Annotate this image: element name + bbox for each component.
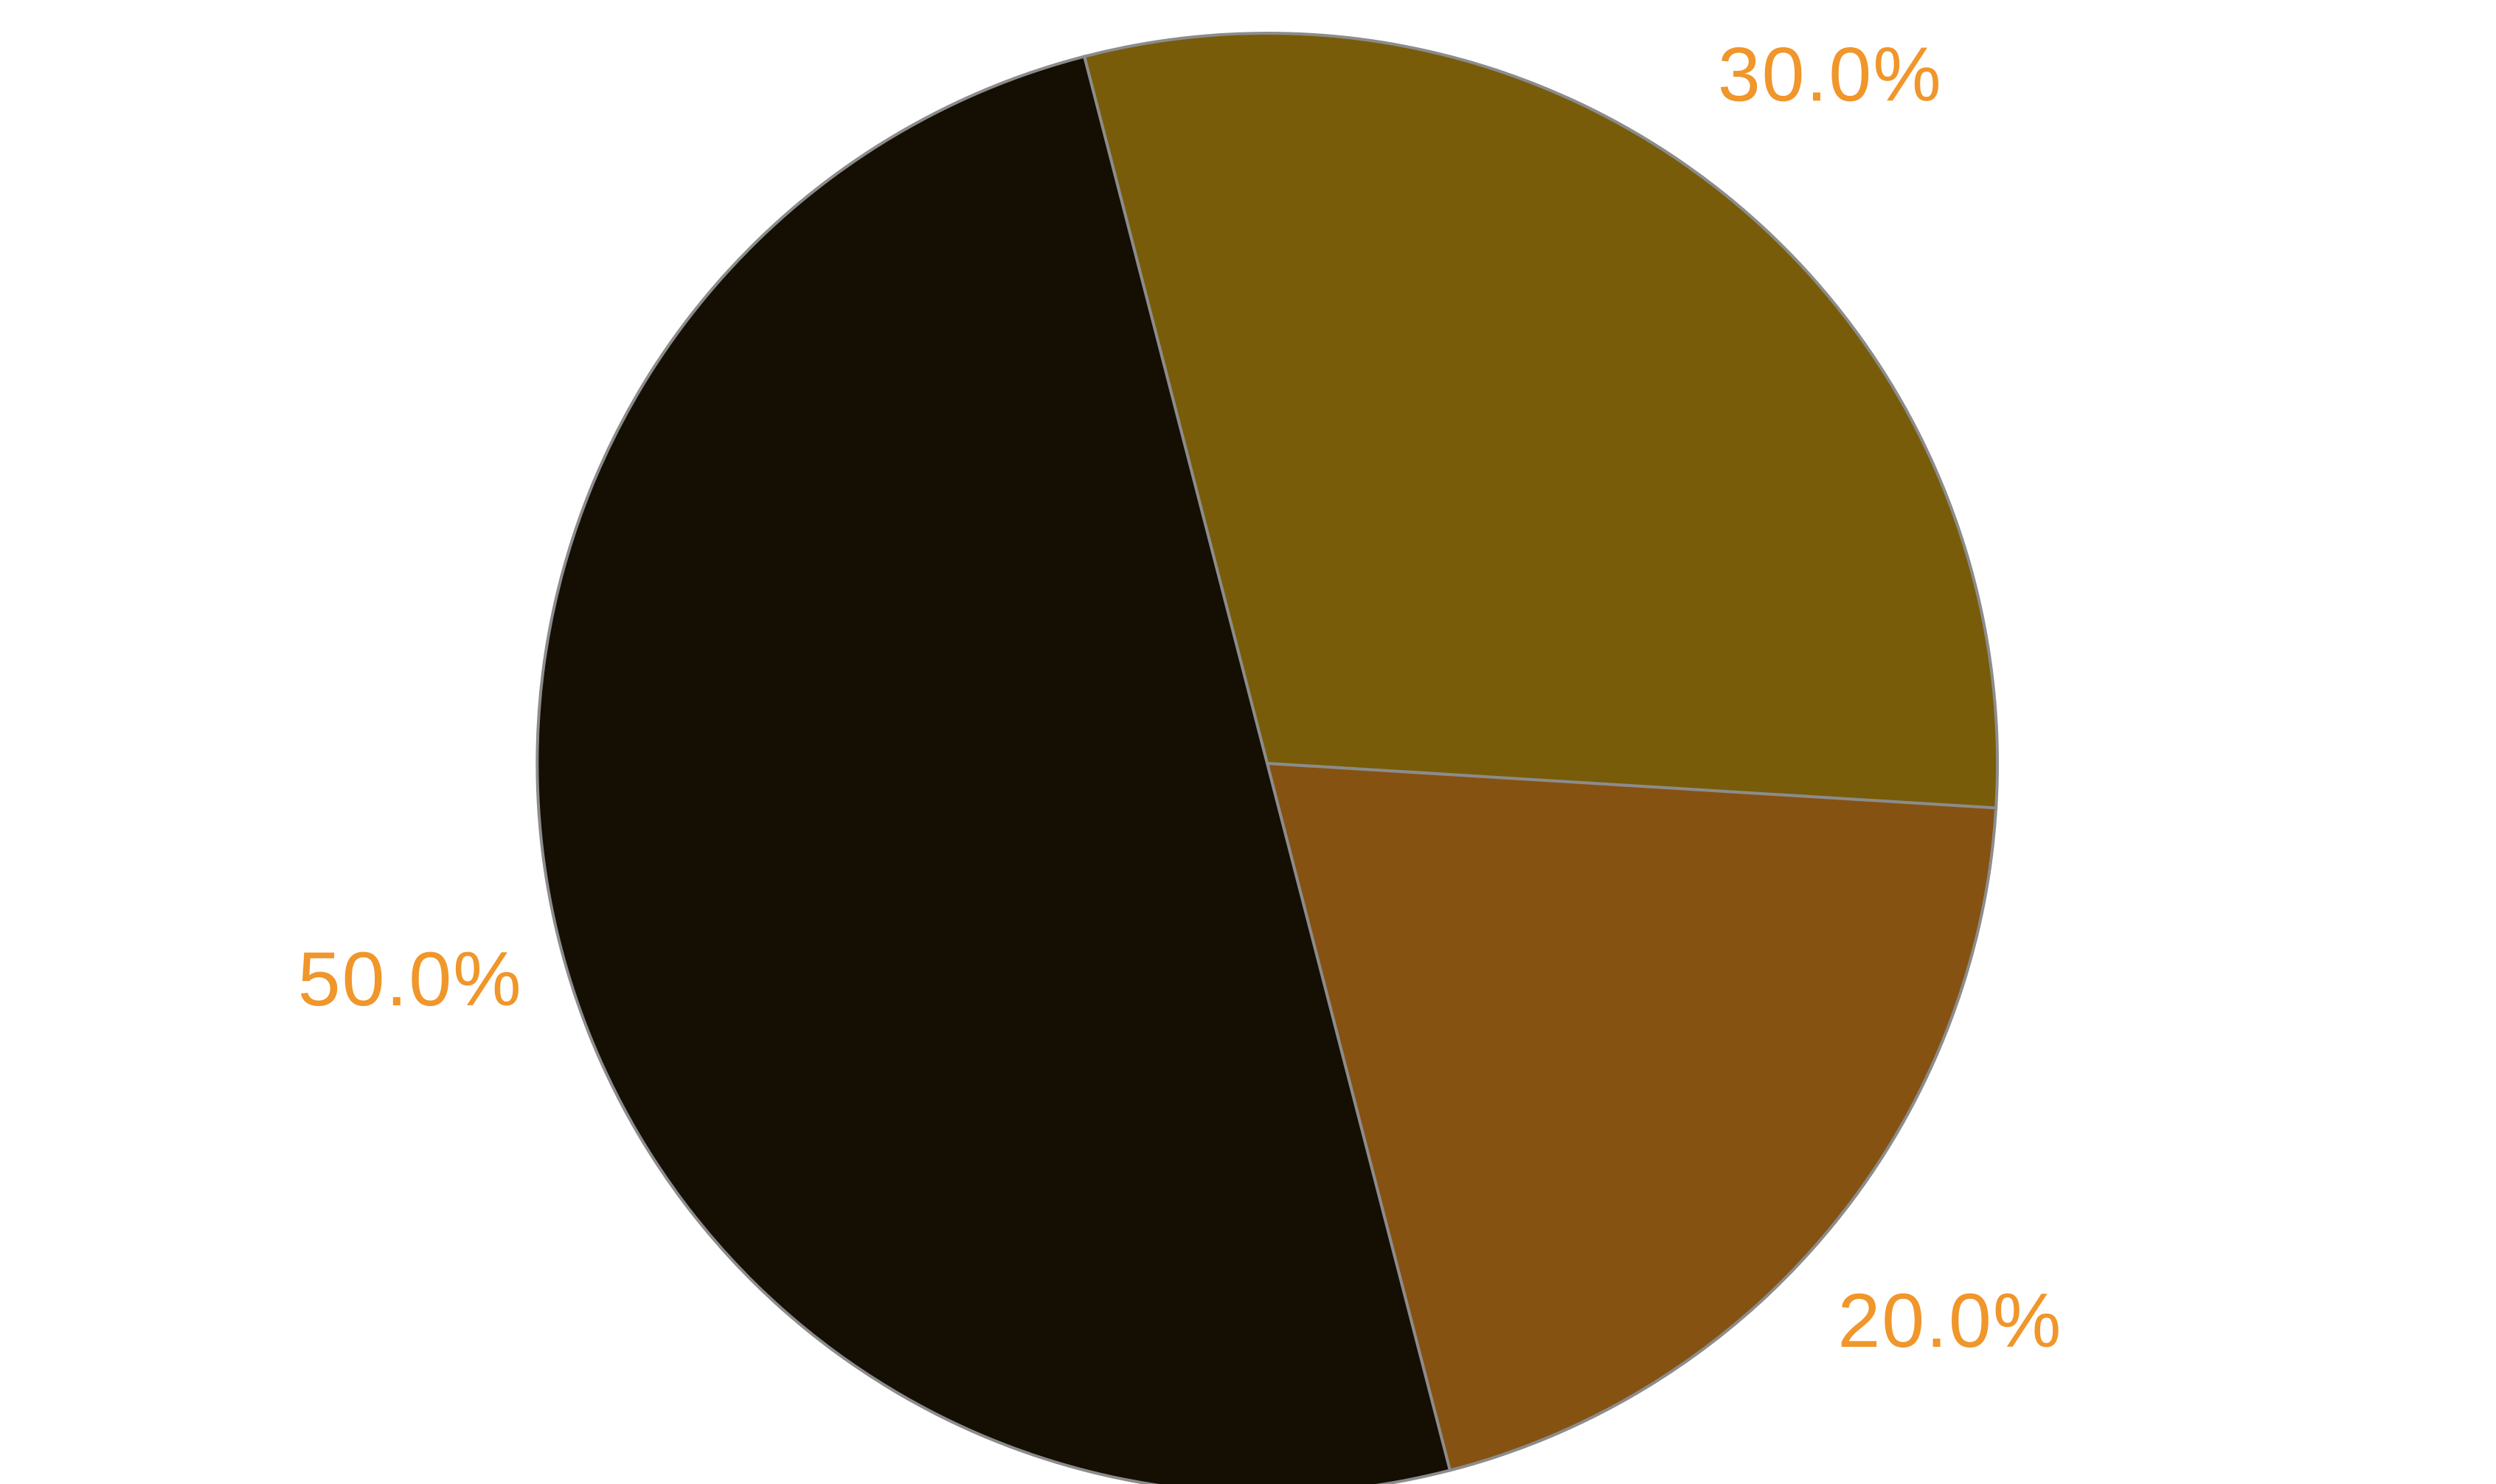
pie-slice-3 xyxy=(535,55,1452,1484)
pie-slice-label-3: 50.0% xyxy=(298,937,523,1022)
pie-slices xyxy=(535,32,1999,1484)
pie-slice-1 xyxy=(1083,32,1999,810)
pie-slice-2 xyxy=(1266,762,1998,1472)
pie-slice-label-1: 30.0% xyxy=(1718,32,1943,118)
pie-labels: 30.0% 20.0% 50.0% xyxy=(298,32,2062,1364)
pie-slice-label-2: 20.0% xyxy=(1837,1278,2062,1364)
